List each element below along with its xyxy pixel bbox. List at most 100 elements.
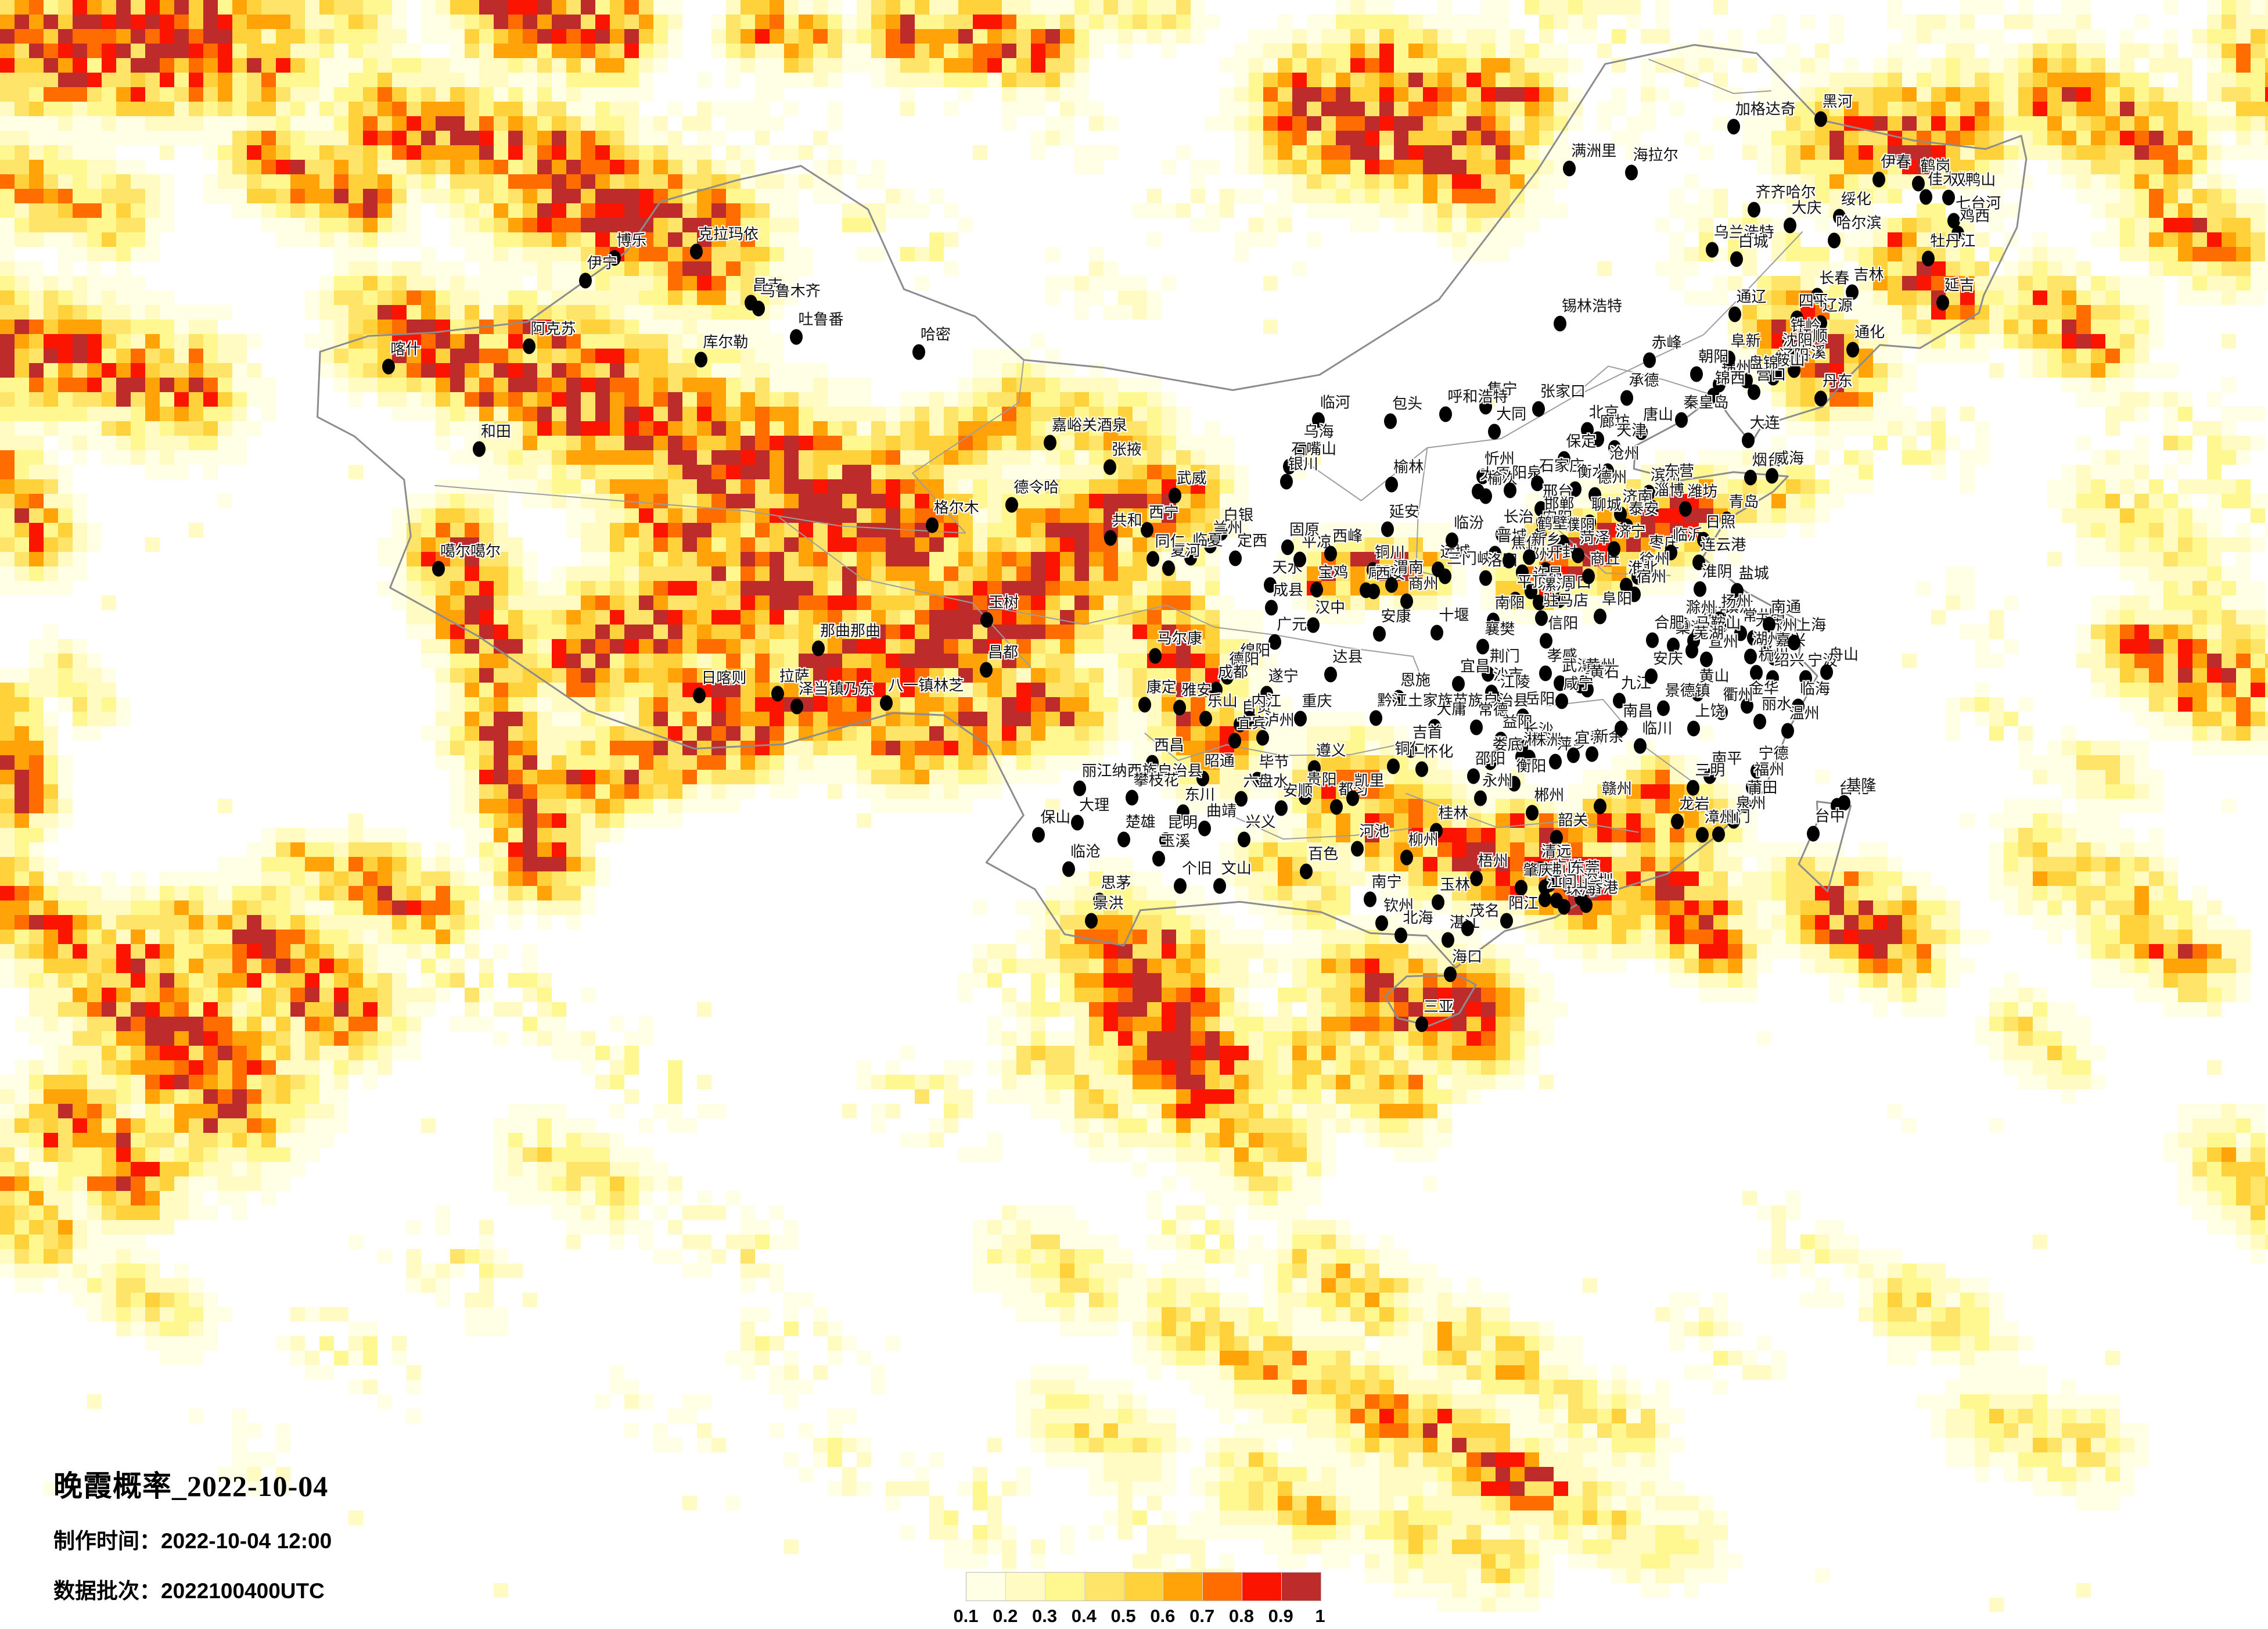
city-label: 金华 bbox=[1748, 679, 1779, 697]
city-dot-icon bbox=[1125, 790, 1138, 806]
city-label: 滁州 bbox=[1685, 598, 1716, 616]
city-label: 连云港 bbox=[1701, 536, 1746, 554]
city-label: 宿州 bbox=[1636, 568, 1667, 586]
city-marker: 济宁 bbox=[1607, 523, 1646, 557]
city-dot-icon bbox=[1697, 532, 1710, 548]
city-marker: 噶尔噶尔 bbox=[432, 544, 501, 577]
city-marker: 成县 bbox=[1264, 583, 1303, 616]
city-label: 莆田 bbox=[1747, 778, 1778, 796]
city-dot-icon bbox=[1404, 742, 1417, 758]
city-marker: 临川 bbox=[1634, 720, 1672, 754]
city-marker: 莆田 bbox=[1739, 780, 1777, 813]
city-dot-icon bbox=[1173, 699, 1187, 716]
city-marker: 保定 bbox=[1558, 434, 1596, 467]
city-marker: 双鸭山 bbox=[1942, 172, 1996, 206]
city-marker: 渭南 bbox=[1385, 559, 1424, 593]
province-border-line bbox=[1405, 792, 1639, 833]
city-dot-icon bbox=[1838, 795, 1851, 811]
city-marker: 宜宾 bbox=[1228, 716, 1267, 749]
city-dot-icon bbox=[1593, 608, 1606, 625]
city-dot-icon bbox=[1229, 550, 1242, 566]
city-marker: 六盘水 bbox=[1235, 774, 1288, 807]
city-marker: 乐山 bbox=[1199, 694, 1238, 727]
city-marker: 石嘴山 bbox=[1283, 441, 1336, 475]
city-marker: 伊春 bbox=[1872, 155, 1911, 188]
city-marker: 阜阳 bbox=[1593, 591, 1632, 625]
city-dot-icon bbox=[1947, 213, 1961, 229]
city-label: 乌兰浩特 bbox=[1713, 223, 1774, 241]
city-marker: 乌海 bbox=[1295, 424, 1334, 457]
city-marker: 中山 bbox=[1550, 875, 1588, 909]
city-marker: 丹东 bbox=[1814, 373, 1853, 407]
city-label: 基隆 bbox=[1846, 776, 1877, 794]
city-dot-icon bbox=[812, 640, 825, 656]
city-label: 集宁 bbox=[1487, 380, 1518, 398]
city-marker: 商州 bbox=[1400, 576, 1439, 609]
city-label: 滨州 bbox=[1650, 466, 1681, 484]
province-border-line bbox=[1144, 733, 1396, 761]
city-marker: 营口 bbox=[1748, 367, 1786, 400]
city-marker: 龙岩 bbox=[1671, 796, 1709, 830]
legend-swatch bbox=[966, 1573, 1006, 1601]
city-label: 锡林浩特 bbox=[1561, 297, 1622, 315]
city-dot-icon bbox=[1781, 723, 1794, 739]
city-label: 西峰 bbox=[1332, 527, 1363, 545]
city-dot-icon bbox=[1788, 634, 1801, 651]
city-marker: 本溪 bbox=[1788, 345, 1826, 378]
city-dot-icon bbox=[1324, 546, 1338, 562]
city-dot-icon bbox=[1588, 487, 1602, 503]
city-label: 钦州 bbox=[1383, 896, 1414, 914]
city-marker: 茂名 bbox=[1461, 903, 1500, 937]
city-dot-icon bbox=[1491, 691, 1505, 708]
city-label: 铁岭 bbox=[1790, 317, 1821, 335]
city-marker: 贵阳 bbox=[1298, 772, 1337, 805]
city-marker: 泽当镇乃东 bbox=[790, 681, 874, 715]
city-dot-icon bbox=[1783, 217, 1796, 234]
city-label: 玉溪 bbox=[1160, 832, 1191, 850]
city-dot-icon bbox=[1624, 164, 1638, 181]
city-label: 龙岩 bbox=[1679, 795, 1710, 813]
city-marker: 汉中 bbox=[1307, 600, 1345, 633]
city-marker: 柳州 bbox=[1400, 833, 1439, 866]
city-marker: 绍兴 bbox=[1766, 653, 1805, 686]
city-label: 襄樊 bbox=[1485, 620, 1515, 638]
city-marker: 十堰 bbox=[1430, 608, 1469, 641]
city-label: 巢湖 bbox=[1675, 619, 1706, 636]
city-dot-icon bbox=[1664, 544, 1677, 561]
city-label: 阳江 bbox=[1508, 894, 1539, 912]
city-label: 承德 bbox=[1629, 371, 1659, 389]
city-marker: 榆次 bbox=[1479, 471, 1518, 504]
city-dot-icon bbox=[1148, 648, 1162, 664]
city-dot-icon bbox=[1555, 693, 1568, 709]
city-dot-icon bbox=[1300, 863, 1313, 880]
city-marker: 达县 bbox=[1324, 650, 1363, 683]
city-label: 廊坊 bbox=[1600, 412, 1630, 430]
city-marker: 伊宁 bbox=[578, 255, 617, 289]
city-dot-icon bbox=[1184, 550, 1198, 566]
city-marker: 遂宁 bbox=[1260, 668, 1299, 702]
city-dot-icon bbox=[1073, 780, 1087, 796]
city-dot-icon bbox=[1712, 826, 1725, 842]
city-label: 韶关 bbox=[1558, 811, 1588, 829]
city-dot-icon bbox=[1176, 804, 1189, 820]
city-marker: 扬州 bbox=[1713, 594, 1751, 627]
city-marker: 信阳 bbox=[1540, 616, 1578, 649]
city-marker: 安顺 bbox=[1274, 783, 1313, 816]
city-label: 秦皇岛 bbox=[1683, 393, 1729, 411]
city-dot-icon bbox=[1346, 790, 1359, 806]
city-marker: 保山 bbox=[1032, 809, 1070, 843]
city-dot-icon bbox=[1705, 242, 1719, 258]
city-dot-icon bbox=[1281, 539, 1295, 555]
city-label: 淮北 bbox=[1627, 559, 1658, 577]
city-dot-icon bbox=[1529, 533, 1543, 549]
city-dot-icon bbox=[1530, 475, 1544, 491]
city-label: 湘潭 bbox=[1523, 730, 1554, 748]
city-marker: 湛江 bbox=[1441, 914, 1480, 948]
city-label: 铜仁 bbox=[1394, 740, 1425, 758]
city-dot-icon bbox=[1631, 569, 1644, 585]
city-label: 咸宁 bbox=[1563, 674, 1594, 692]
city-dot-icon bbox=[1104, 530, 1117, 546]
city-dot-icon bbox=[1912, 175, 1925, 192]
city-label: 忻州 bbox=[1484, 450, 1515, 468]
city-dot-icon bbox=[1740, 698, 1753, 714]
